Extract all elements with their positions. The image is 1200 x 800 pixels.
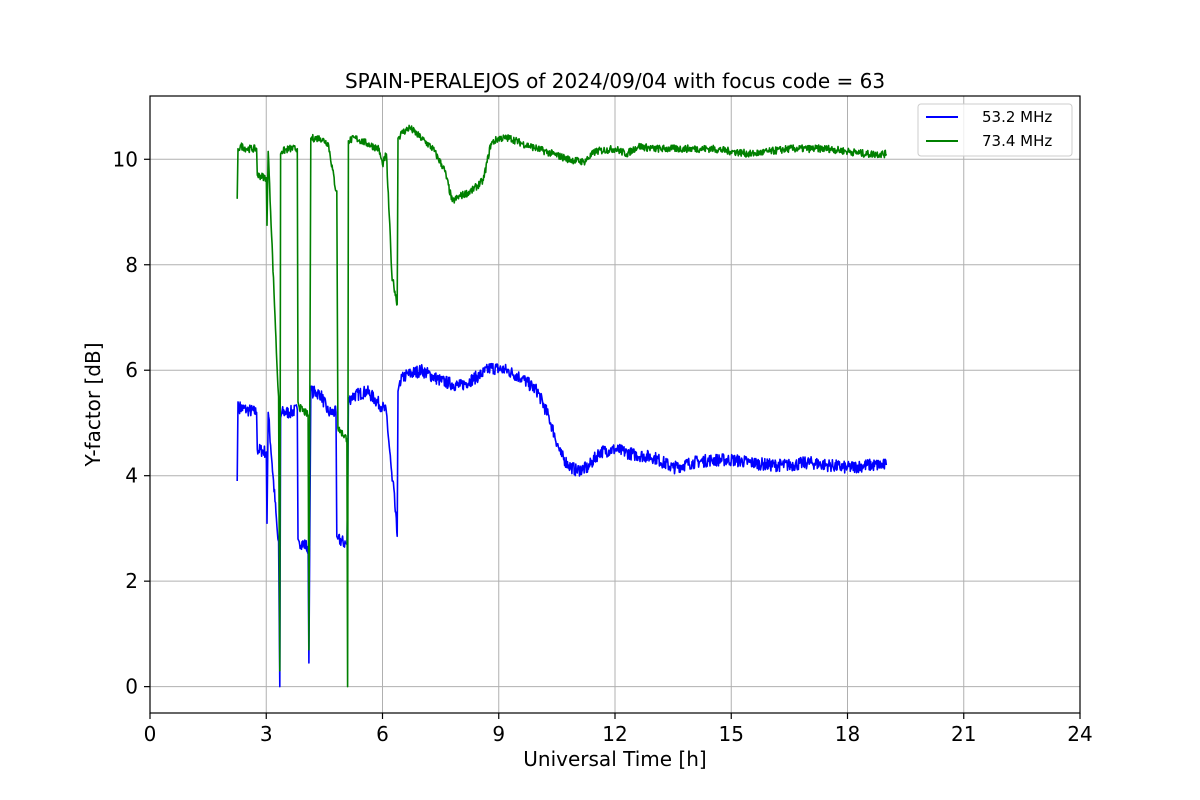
y-tick-label: 4 [125, 464, 138, 488]
y-tick-label: 0 [125, 675, 138, 699]
chart-title: SPAIN-PERALEJOS of 2024/09/04 with focus… [345, 69, 885, 93]
x-tick-label: 0 [144, 722, 157, 746]
x-tick-label: 18 [835, 722, 860, 746]
series-layer [236, 124, 888, 688]
legend-label-73mhz: 73.4 MHz [982, 132, 1052, 150]
legend-label-53mhz: 53.2 MHz [982, 108, 1052, 126]
y-tick-label: 10 [113, 147, 138, 171]
x-tick-label: 15 [719, 722, 744, 746]
y-tick-label: 6 [125, 358, 138, 382]
series-line-1 [236, 124, 888, 688]
x-tick-label: 6 [376, 722, 389, 746]
y-tick-label: 2 [125, 569, 138, 593]
x-tick-label: 3 [260, 722, 273, 746]
series-line-0 [236, 362, 888, 688]
y-axis-label: Y-factor [dB] [81, 342, 105, 467]
x-axis-label: Universal Time [h] [523, 747, 706, 771]
x-tick-label: 9 [492, 722, 505, 746]
y-tick-label: 8 [125, 253, 138, 277]
legend: 53.2 MHz 73.4 MHz [917, 103, 1073, 157]
x-tick-label: 21 [951, 722, 976, 746]
x-tick-label: 24 [1067, 722, 1092, 746]
plot-area [236, 124, 888, 688]
x-tick-label: 12 [602, 722, 627, 746]
